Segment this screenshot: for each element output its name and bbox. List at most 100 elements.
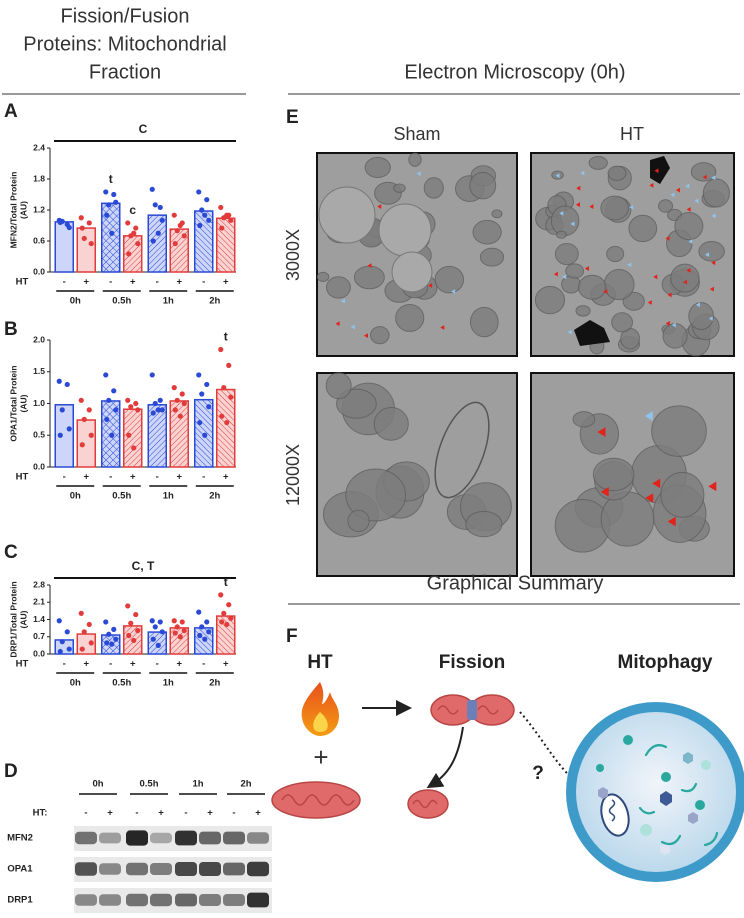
organelle: [369, 326, 390, 345]
organelle: [395, 304, 425, 332]
data-point: [181, 400, 187, 407]
organelle: [588, 155, 608, 170]
data-point: [135, 407, 141, 413]
blot-band: [247, 832, 269, 844]
y-tick-label: 2.4: [33, 142, 45, 152]
condition-label: -: [135, 808, 138, 819]
arrowhead: [340, 298, 345, 304]
arrowhead: [667, 292, 672, 298]
organelle: [491, 209, 503, 219]
data-point: [204, 619, 210, 625]
blot-band: [199, 862, 221, 876]
arrowhead: [350, 324, 355, 330]
x-tick-label: 1h: [163, 491, 174, 502]
organelle: [347, 509, 370, 533]
arrowhead: [428, 283, 433, 288]
organelle: [325, 372, 352, 400]
data-point: [78, 610, 84, 616]
data-point: [104, 640, 110, 646]
micrograph-texture: [316, 152, 505, 345]
data-point: [219, 619, 225, 625]
lipid-droplet: [318, 186, 376, 244]
data-point: [228, 615, 234, 621]
organelle: [561, 275, 582, 294]
organelle: [670, 263, 700, 293]
x-tick-label: 2h: [209, 491, 220, 502]
y-tick-label: 1.4: [33, 614, 45, 624]
organelle: [469, 306, 499, 338]
x-tick-label: 0.5h: [112, 296, 131, 307]
bar-hatch: [216, 389, 235, 467]
data-point: [226, 602, 232, 608]
blot-band: [150, 893, 172, 907]
condition-label: -: [109, 659, 112, 670]
data-point: [106, 631, 112, 637]
condition-label: -: [202, 659, 205, 670]
organelle: [606, 245, 625, 263]
data-point: [125, 397, 131, 403]
bar-hatch: [148, 215, 167, 272]
organelle: [423, 177, 444, 199]
condition-label: -: [63, 277, 66, 288]
data-point: [150, 238, 156, 244]
data-point: [174, 397, 180, 403]
micrograph-texture: [322, 372, 512, 538]
data-point: [86, 220, 92, 226]
condition-label: +: [176, 472, 182, 483]
x-tick-label: 0.5h: [112, 491, 131, 502]
blot-band: [75, 831, 97, 845]
header-line: Proteins: Mitochondrial: [23, 33, 226, 55]
blot-band: [247, 861, 269, 877]
organelle: [688, 302, 714, 331]
data-point: [131, 230, 137, 236]
condition-label: +: [130, 659, 136, 670]
data-point: [78, 397, 84, 403]
data-point: [109, 230, 115, 236]
arrowhead: [665, 235, 670, 241]
data-point: [81, 235, 87, 242]
condition-label: +: [107, 808, 113, 819]
y-axis-label: (AU): [18, 394, 28, 412]
data-point: [104, 416, 110, 422]
condition-label: +: [176, 277, 182, 288]
data-point: [57, 432, 63, 438]
data-point: [150, 410, 156, 416]
data-point: [103, 619, 109, 625]
arrowhead: [708, 481, 717, 492]
blot-band: [150, 832, 172, 844]
blot-band: [99, 863, 121, 875]
condition-label: -: [202, 277, 205, 288]
y-tick-label: 2.0: [33, 334, 45, 344]
arrowhead: [584, 266, 589, 271]
condition-label: +: [176, 659, 182, 670]
significance-label: C: [139, 122, 148, 136]
y-tick-label: 0.0: [33, 461, 45, 471]
x-tick-label: 0h: [70, 491, 81, 502]
arrowhead: [711, 175, 716, 181]
organelle: [690, 162, 717, 182]
x-tick-label: 1h: [163, 678, 174, 689]
data-point: [109, 641, 115, 647]
data-point: [56, 618, 62, 624]
blot-band: [247, 892, 269, 908]
significance-label: t: [109, 172, 113, 186]
data-point: [56, 378, 62, 384]
y-axis-label: DRP1/Total Protein: [8, 581, 18, 657]
condition-label: +: [130, 472, 136, 483]
organelle: [555, 230, 567, 239]
data-point: [79, 646, 85, 652]
blot-band: [126, 862, 148, 876]
western-blot: D 0h 0.5h 1h 2h HT: - + - + - + - + MFN2 OPA1 DRP1: [4, 761, 272, 913]
data-point: [196, 372, 202, 378]
arrowhead: [597, 427, 606, 437]
timepoint-label: 2h: [240, 779, 251, 790]
condition-label: +: [83, 472, 89, 483]
data-point: [113, 199, 119, 205]
data-point: [171, 618, 177, 624]
y-tick-label: 2.8: [33, 579, 45, 589]
organelle: [592, 457, 635, 492]
data-point: [206, 629, 212, 635]
data-point: [81, 416, 87, 422]
data-point: [106, 202, 112, 208]
bar-chart: A MFN2/Total Protein (AU) 0.0 0.6 1.2 1.8 2.4 C H…: [4, 101, 236, 307]
